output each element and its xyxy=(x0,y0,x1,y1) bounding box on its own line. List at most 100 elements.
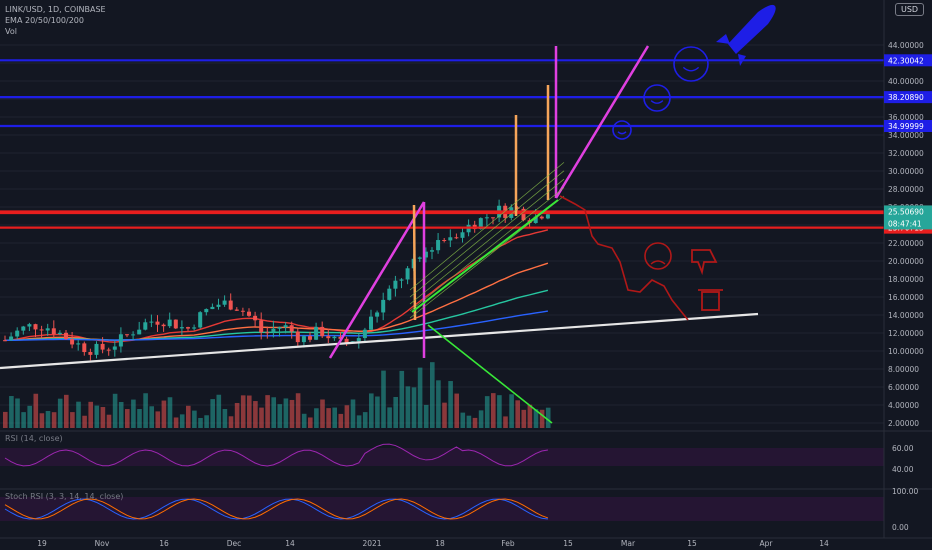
volume-bar xyxy=(33,393,39,428)
ema-lines xyxy=(4,229,549,343)
volume-bar xyxy=(393,396,398,428)
volume-bar xyxy=(70,412,75,428)
user-drawings[interactable] xyxy=(0,4,776,424)
volume-bar xyxy=(332,407,337,428)
candle-body xyxy=(295,331,300,343)
volume-bar xyxy=(417,367,423,428)
candle-body xyxy=(76,343,81,345)
price-tick-label: 20.00000 xyxy=(888,257,924,266)
candle-body xyxy=(204,309,209,313)
candle-body xyxy=(3,340,7,342)
price-tick-label: 40.00000 xyxy=(888,77,924,86)
volume-bar xyxy=(283,398,289,428)
candle-body xyxy=(301,336,306,343)
candle-body xyxy=(277,327,282,329)
candle-body xyxy=(9,336,14,341)
candle-body xyxy=(533,216,538,224)
candle-body xyxy=(222,300,227,305)
price-tick-label: 32.00000 xyxy=(888,149,924,158)
smiley-mouth xyxy=(617,131,627,135)
volume-bar xyxy=(161,400,167,428)
volume-bar xyxy=(344,405,350,428)
price-axis[interactable]: 2.00000 4.00000 6.00000 8.00000 10.00000 12.0… xyxy=(883,0,932,538)
rsi-line xyxy=(4,443,548,467)
volume-bar xyxy=(39,413,45,428)
volume-bar xyxy=(491,393,496,428)
stoch-k-line xyxy=(4,498,548,520)
smiley-face-icon xyxy=(612,120,632,140)
candle-body xyxy=(161,324,166,327)
candle-body xyxy=(491,217,495,219)
volume-bar xyxy=(192,410,197,428)
volume-bar xyxy=(64,394,69,428)
candle-body xyxy=(179,327,184,329)
candle-body xyxy=(216,304,221,307)
price-tick-label: 10.00000 xyxy=(888,347,924,356)
volume-bar xyxy=(106,414,112,428)
volume-bar xyxy=(533,409,539,428)
volume-bar xyxy=(167,397,173,428)
volume-bar xyxy=(216,394,222,428)
time-axis[interactable]: 19 Nov 16 Dec 14 2021 18 Feb 15 Mar 15 Apr 14 xyxy=(0,537,932,548)
candle-body xyxy=(460,232,465,238)
time-tick-label: Mar xyxy=(621,539,636,548)
channel-line xyxy=(409,170,565,298)
candle-body xyxy=(240,310,245,312)
candle-body xyxy=(259,320,264,333)
rocket-fin xyxy=(716,34,746,66)
price-tick-label: 6.00000 xyxy=(888,383,919,392)
candle-body xyxy=(173,319,178,329)
ema-50-line xyxy=(4,262,549,342)
candle-body xyxy=(198,312,203,328)
candle-body xyxy=(375,312,380,317)
green-downtrend xyxy=(427,324,553,424)
candle-body xyxy=(326,336,331,339)
channel-line xyxy=(409,187,565,312)
candle-body xyxy=(155,321,160,325)
volume-bar xyxy=(314,408,319,428)
rsi-tick-label: 60.00 xyxy=(892,444,914,453)
last-price-tag xyxy=(884,205,932,230)
horizontal-levels[interactable] xyxy=(0,59,884,229)
volume-bar xyxy=(27,405,32,428)
symbol-title[interactable]: LINK/USD, 1D, COINBASE xyxy=(5,5,106,14)
volume-bar xyxy=(301,413,307,428)
candle-body xyxy=(338,336,343,339)
price-tick-label: 14.00000 xyxy=(888,311,924,320)
candle-body xyxy=(253,315,258,321)
candle-body xyxy=(106,349,111,351)
candle-body xyxy=(283,325,288,328)
volume-bar xyxy=(277,404,283,428)
ema-legend[interactable]: EMA 20/50/100/200 xyxy=(5,16,84,25)
time-tick-label: Dec xyxy=(227,539,242,548)
level-price-tag xyxy=(884,54,932,67)
candle-body xyxy=(399,279,404,281)
stoch-rsi-legend[interactable]: Stoch RSI (3, 3, 14, 14, close) xyxy=(5,492,124,501)
price-tick-label: 18.00000 xyxy=(888,275,924,284)
volume-bar xyxy=(228,416,234,428)
channel-line xyxy=(409,162,565,291)
rsi-legend[interactable]: RSI (14, close) xyxy=(5,434,63,443)
volume-bar xyxy=(527,404,533,428)
volume-bar xyxy=(82,415,87,428)
candle-body xyxy=(423,251,428,258)
magenta-projection xyxy=(554,45,650,199)
candle-body xyxy=(362,329,367,339)
volume-legend[interactable]: Vol xyxy=(5,27,17,36)
level-price-tag xyxy=(884,91,932,104)
smiley-mouth xyxy=(650,100,664,104)
volume-bar xyxy=(222,409,228,428)
candle-body xyxy=(344,338,349,343)
volume-bar xyxy=(460,412,466,428)
volume-bar xyxy=(448,381,453,428)
volume-bar xyxy=(265,395,270,428)
volume-bar xyxy=(240,395,246,428)
thumbs-down-icon xyxy=(691,249,718,276)
candle-body xyxy=(521,208,526,221)
candle-body xyxy=(33,324,38,330)
candle-body xyxy=(82,343,87,353)
currency-button[interactable]: USD xyxy=(895,3,925,16)
candle-body xyxy=(387,288,392,300)
volume-bar xyxy=(466,415,472,428)
